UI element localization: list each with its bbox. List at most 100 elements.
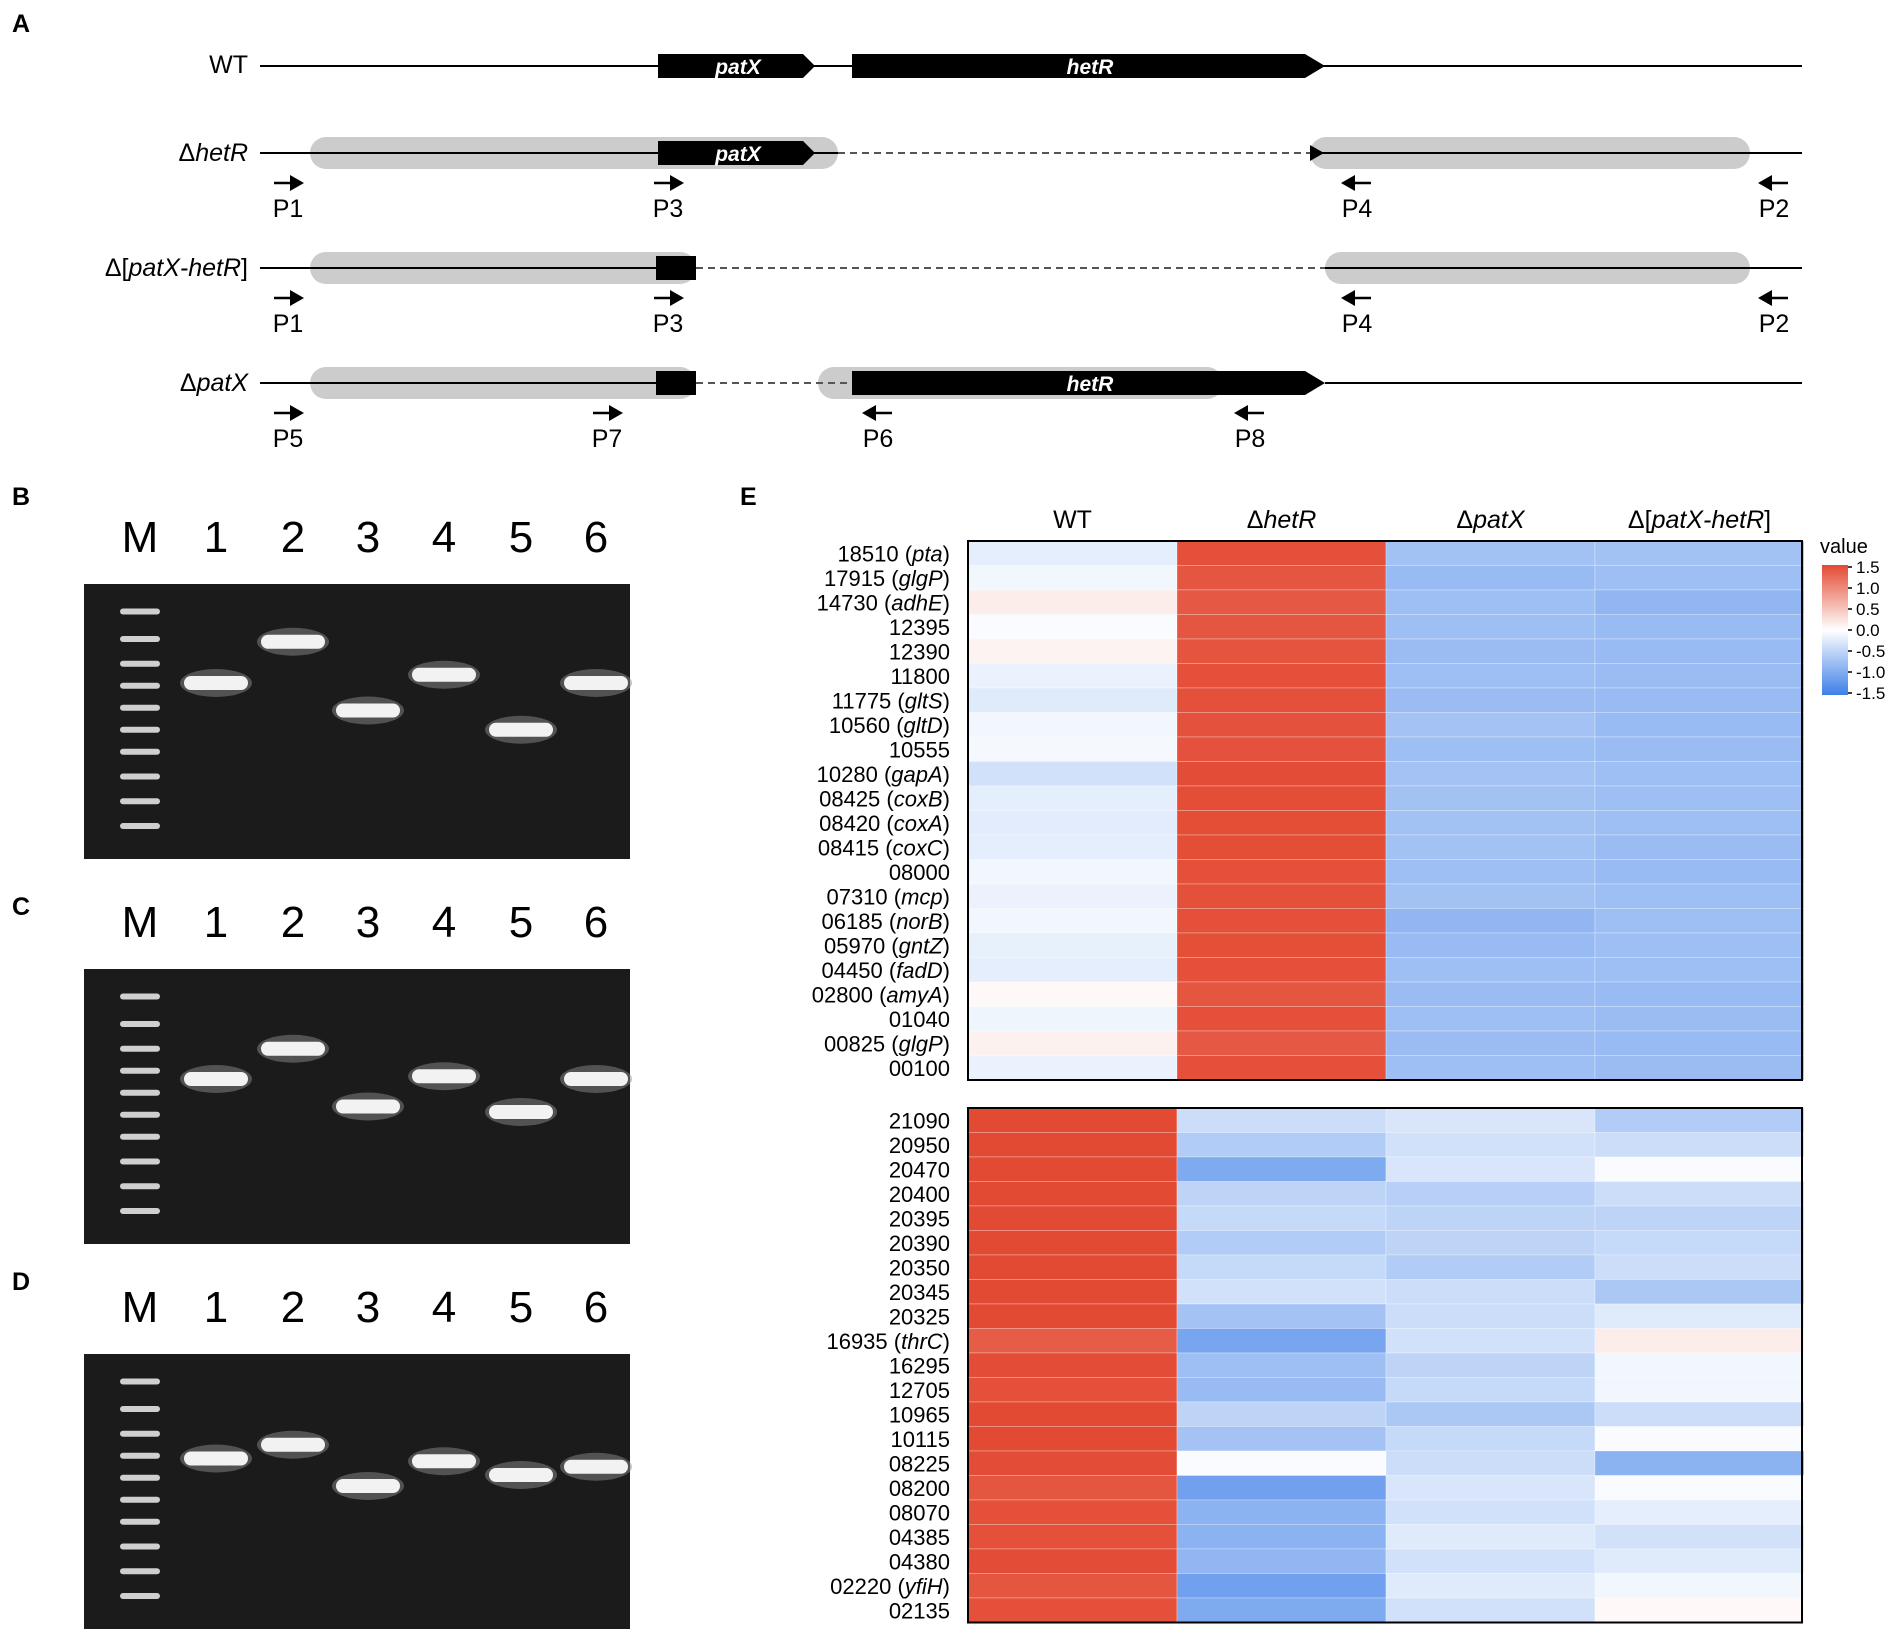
ladder-band xyxy=(120,1158,160,1165)
primer-arrows: P1 P3 P4 P2 P1 P3 P4 P2 P5 P7 P6 P8 xyxy=(273,175,1789,453)
heatmap-cell xyxy=(1594,663,1805,689)
sample-band xyxy=(261,1437,325,1452)
column-header: Δ[patX-hetR] xyxy=(1628,506,1771,534)
row-label-wt: WT xyxy=(209,51,248,79)
sample-band xyxy=(489,722,553,737)
ladder-band xyxy=(120,798,160,805)
row-label: 01040 xyxy=(889,1007,950,1032)
sample-band xyxy=(564,1072,628,1086)
heatmap-cell xyxy=(1594,1205,1805,1231)
ladder-band xyxy=(120,1378,160,1385)
primer-label: P7 xyxy=(592,425,623,453)
heatmap-cell xyxy=(1176,1107,1387,1133)
row-label: 18510 (pta) xyxy=(837,541,950,566)
heatmap-cell xyxy=(967,540,1178,566)
heatmap-cell xyxy=(1385,957,1596,983)
lane-label: 1 xyxy=(204,1283,228,1332)
row-label: 00100 xyxy=(889,1056,950,1081)
panel-label-e: E xyxy=(740,483,757,511)
heatmap-cell xyxy=(967,1401,1178,1427)
heatmap-cell xyxy=(1385,1450,1596,1476)
row-label: 10560 (gltD) xyxy=(829,713,950,738)
heatmap-cell xyxy=(967,859,1178,885)
heatmap-cell xyxy=(1594,1328,1805,1354)
heatmap-cell xyxy=(1385,614,1596,640)
heatmap-cell xyxy=(1176,1030,1387,1056)
primer-label: P2 xyxy=(1759,310,1790,338)
primer-p2: P2 xyxy=(1758,290,1789,338)
primer-label: P4 xyxy=(1342,195,1373,223)
primer-label: P3 xyxy=(653,310,684,338)
heatmap-cell xyxy=(967,883,1178,909)
heatmap-cell xyxy=(1594,1107,1805,1133)
heatmap-cell xyxy=(967,638,1178,664)
primer-p5: P5 xyxy=(273,405,304,453)
sample-band xyxy=(184,676,248,690)
heatmap-cell xyxy=(1385,1181,1596,1207)
column-header: WT xyxy=(1053,506,1092,534)
row-label: 11800 xyxy=(890,664,950,689)
heatmap-cell xyxy=(1176,1279,1387,1305)
dhetr-patx-label: patX xyxy=(714,143,763,166)
heatmap-cell xyxy=(1385,1573,1596,1599)
primer-p1: P1 xyxy=(273,175,304,223)
row-label: 04380 xyxy=(889,1549,950,1574)
ladder-band xyxy=(120,1111,160,1118)
dpatx-patx-remnant xyxy=(656,371,696,395)
sample-band xyxy=(261,1041,325,1056)
legend-tick-label: 0.5 xyxy=(1856,600,1880,619)
heatmap-cell xyxy=(1176,859,1387,885)
heatmap-cell xyxy=(1176,1597,1387,1623)
heatmap-cell xyxy=(1594,565,1805,591)
ladder-band xyxy=(120,748,160,755)
legend-color-bar xyxy=(1822,565,1848,695)
sample-band xyxy=(489,1105,553,1119)
heatmap-cell xyxy=(1385,1279,1596,1305)
heatmap-cell xyxy=(1594,1499,1805,1525)
heatmap-cell xyxy=(1385,1548,1596,1574)
heatmap-cell xyxy=(967,1254,1178,1280)
row-label: 20395 xyxy=(889,1206,950,1231)
row-label: 07310 (mcp) xyxy=(826,884,950,909)
heatmap-cell xyxy=(1594,785,1805,811)
heatmap-cell xyxy=(1176,908,1387,934)
row-label: 20400 xyxy=(889,1182,950,1207)
ladder-band xyxy=(120,1133,160,1140)
heatmap-column-headers: WT ΔhetR ΔpatX Δ[patX-hetR] xyxy=(1053,506,1771,534)
row-label-dpatx: ΔpatX xyxy=(180,369,249,397)
heatmap-cell xyxy=(1176,1181,1387,1207)
ladder-band xyxy=(120,1496,160,1503)
heatmap-cell xyxy=(967,589,1178,615)
heatmap-cell xyxy=(1594,1597,1805,1623)
heatmap-cell xyxy=(1176,589,1387,615)
sample-band xyxy=(261,634,325,649)
heatmap-cell xyxy=(1176,1475,1387,1501)
heatmap-cell xyxy=(1385,834,1596,860)
primer-arrow-head xyxy=(670,175,684,191)
primer-label: P8 xyxy=(1235,425,1266,453)
ladder-band xyxy=(120,1208,160,1214)
row-label: 10280 (gapA) xyxy=(817,762,950,787)
legend-tick-label: -0.5 xyxy=(1856,642,1885,661)
sample-band xyxy=(336,703,400,718)
heatmap-cell xyxy=(1385,1475,1596,1501)
heatmap-cell xyxy=(1594,614,1805,640)
heatmap-cell xyxy=(1176,883,1387,909)
heatmap-cell xyxy=(1594,1548,1805,1574)
heatmap-cell xyxy=(1594,981,1805,1007)
heatmap-cell xyxy=(1594,712,1805,738)
heatmap-cell xyxy=(1594,589,1805,615)
ladder-band xyxy=(120,993,160,1000)
heatmap-cell xyxy=(1176,1205,1387,1231)
heatmap-cell xyxy=(967,932,1178,958)
ladder-band xyxy=(120,1183,160,1190)
lane-label: 2 xyxy=(281,898,305,947)
lane-label: 5 xyxy=(509,898,533,947)
heatmap-cell xyxy=(1385,932,1596,958)
heatmap-cell xyxy=(967,1303,1178,1329)
heatmap-cell xyxy=(967,1597,1178,1623)
heatmap-cell xyxy=(1594,1401,1805,1427)
heatmap-cell xyxy=(1594,957,1805,983)
heatmap-cell xyxy=(1176,540,1387,566)
heatmap-cell xyxy=(1176,1006,1387,1032)
